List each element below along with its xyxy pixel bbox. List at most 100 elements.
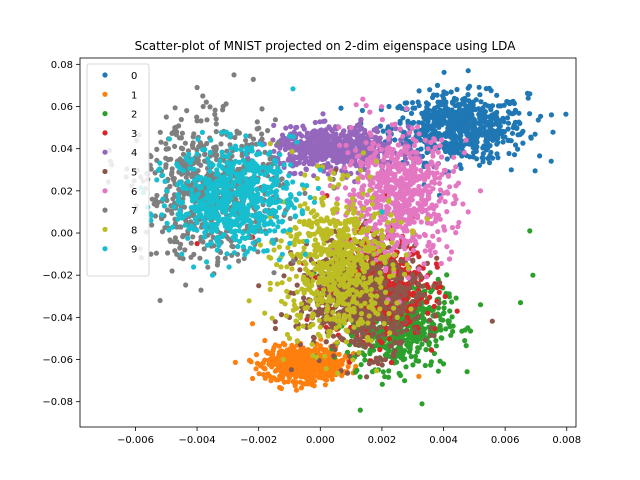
data-point: [366, 326, 372, 332]
data-point: [500, 128, 506, 134]
data-point: [400, 133, 406, 139]
data-point: [321, 152, 327, 158]
data-point: [393, 211, 400, 217]
data-point: [465, 68, 471, 74]
data-point: [419, 110, 425, 116]
data-point: [448, 108, 454, 114]
data-point: [310, 334, 317, 340]
data-point: [292, 361, 298, 367]
data-point: [236, 258, 242, 264]
data-point: [419, 283, 426, 289]
data-point: [433, 164, 439, 170]
data-point: [425, 243, 431, 249]
data-point: [367, 145, 373, 151]
data-point: [297, 267, 303, 273]
data-point: [363, 220, 369, 226]
data-point: [319, 145, 325, 152]
data-point: [278, 312, 285, 318]
data-point: [383, 265, 389, 271]
data-point: [537, 153, 543, 159]
data-point: [204, 117, 210, 123]
data-point: [298, 385, 304, 391]
data-point: [323, 359, 329, 365]
data-point: [309, 382, 315, 388]
data-point: [358, 362, 364, 368]
data-point: [434, 82, 441, 88]
data-point: [408, 354, 414, 360]
data-point: [453, 183, 459, 189]
data-point: [525, 95, 531, 101]
data-point: [504, 115, 511, 121]
data-point: [392, 137, 398, 143]
data-point: [364, 211, 371, 217]
data-point: [358, 162, 364, 168]
data-point: [451, 154, 457, 160]
data-point: [530, 272, 536, 278]
data-point: [476, 84, 482, 90]
data-point: [365, 169, 371, 175]
data-point: [454, 308, 460, 314]
data-point: [396, 282, 402, 288]
data-point: [378, 147, 384, 153]
data-point: [393, 243, 399, 249]
data-point: [428, 252, 434, 258]
data-point: [371, 127, 377, 133]
data-point: [411, 119, 417, 126]
data-point: [439, 137, 445, 143]
data-point: [301, 155, 308, 162]
data-point: [408, 238, 414, 244]
data-point: [301, 295, 307, 301]
data-point: [336, 124, 342, 130]
data-point: [457, 128, 463, 134]
data-point: [163, 146, 169, 152]
data-point: [202, 151, 208, 158]
data-point: [272, 117, 278, 123]
data-point: [528, 135, 534, 141]
data-point: [506, 150, 512, 157]
data-point: [437, 322, 443, 329]
data-point: [302, 373, 308, 379]
data-point: [402, 156, 409, 162]
data-point: [451, 95, 457, 101]
data-point: [304, 145, 310, 151]
data-point: [253, 366, 259, 372]
data-point: [415, 330, 421, 336]
data-point: [393, 164, 399, 170]
data-point: [183, 282, 189, 288]
data-point: [337, 142, 343, 148]
data-point: [441, 167, 447, 173]
data-point: [352, 341, 359, 348]
data-point: [416, 88, 422, 94]
data-point: [424, 163, 430, 169]
data-point: [250, 76, 256, 82]
data-point: [440, 120, 446, 126]
data-point: [353, 147, 359, 153]
data-point: [386, 103, 392, 110]
data-point: [207, 104, 213, 110]
data-point: [290, 156, 297, 162]
data-point: [153, 250, 159, 256]
data-point: [508, 167, 514, 173]
data-point: [416, 102, 422, 109]
data-point: [467, 83, 473, 89]
data-point: [505, 126, 511, 132]
data-point: [286, 374, 292, 381]
data-point: [443, 148, 449, 155]
data-point: [401, 284, 407, 291]
data-point: [462, 338, 468, 344]
data-point: [453, 230, 459, 236]
data-point: [473, 134, 479, 140]
data-point: [293, 160, 299, 167]
data-point: [501, 119, 507, 125]
data-point: [356, 153, 362, 159]
data-point: [367, 130, 373, 136]
data-point: [447, 324, 453, 330]
data-point: [456, 219, 462, 226]
data-point: [222, 255, 228, 261]
data-point: [442, 199, 448, 205]
data-point: [314, 373, 320, 379]
data-point: [331, 353, 337, 359]
data-point: [347, 130, 353, 136]
data-point: [371, 152, 377, 158]
data-point: [453, 147, 459, 153]
